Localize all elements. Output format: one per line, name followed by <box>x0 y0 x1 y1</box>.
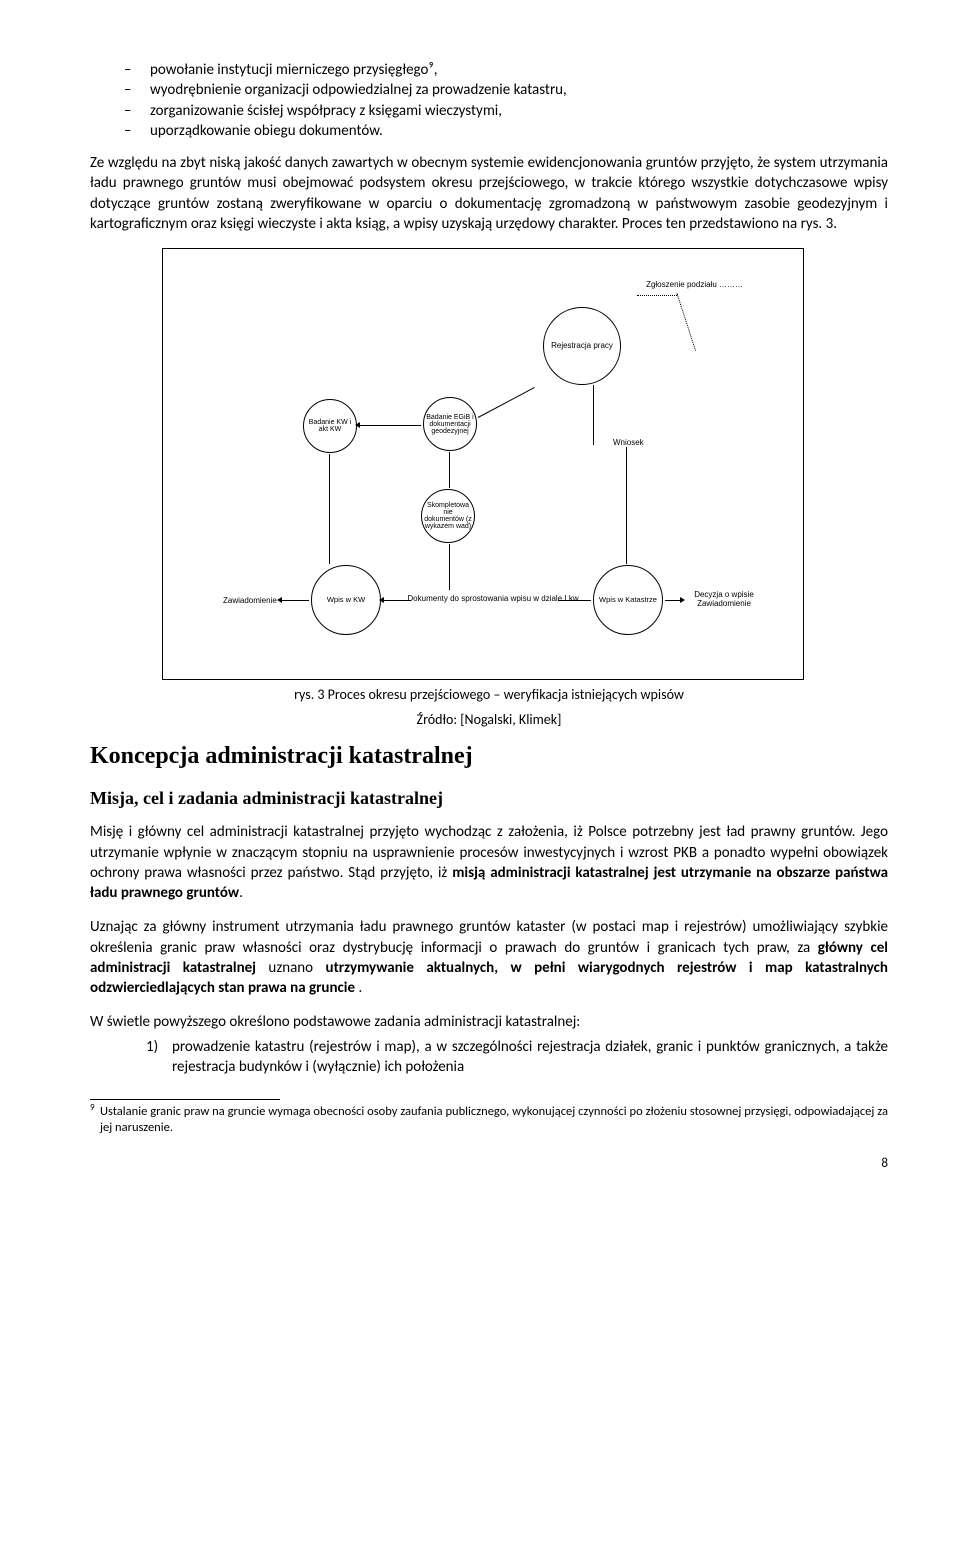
connector <box>677 293 696 350</box>
text: . <box>355 979 362 997</box>
connector <box>449 544 450 590</box>
figure-caption: rys. 3 Proces okresu przejściowego – wer… <box>90 686 888 705</box>
list-item: wyodrębnienie organizacji odpowiedzialne… <box>124 80 888 100</box>
bullet-list: powołanie instytucji mierniczego przysię… <box>90 60 888 141</box>
node-rejestracja: Rejestracja pracy <box>543 307 621 385</box>
node-wpis-kw: Wpis w KW <box>311 565 381 635</box>
footnote-number: 9 <box>90 1102 95 1113</box>
paragraph: Misję i główny cel administracji katastr… <box>90 822 888 903</box>
connector <box>593 385 594 445</box>
connector <box>359 425 421 426</box>
connector <box>665 600 681 601</box>
connector <box>383 600 411 601</box>
connector <box>637 295 677 296</box>
text: . <box>239 884 243 902</box>
paragraph: Uznając za główny instrument utrzymania … <box>90 917 888 998</box>
figure-source: Źródło: [Nogalski, Klimek] <box>90 711 888 730</box>
node-skomplet: Skompletowa nie dokumentów (z wykazem wa… <box>421 489 475 543</box>
diagram-label: Wniosek <box>613 439 644 448</box>
heading-2: Misja, cel i zadania administracji katas… <box>90 786 888 810</box>
node-badanie-kw: Badanie KW i akt KW <box>303 399 357 453</box>
connector <box>449 452 450 488</box>
node-badanie-egib: Badanie EGiB i dokumentacji geodezyjnej <box>423 397 477 451</box>
numbered-list: prowadzenie katastru (rejestrów i map), … <box>90 1037 888 1078</box>
text: uznano <box>256 959 326 977</box>
list-item: zorganizowanie ścisłej współpracy z księ… <box>124 101 888 121</box>
connector <box>558 600 591 601</box>
node-wpis-kat: Wpis w Katastrze <box>593 565 663 635</box>
footnote-text: Ustalanie granic praw na gruncie wymaga … <box>100 1104 888 1135</box>
page-number: 8 <box>90 1155 888 1173</box>
diagram-label: Decyzja o wpisie Zawiadomienie <box>679 591 769 609</box>
connector <box>281 600 309 601</box>
paragraph: Ze względu na zbyt niską jakość danych z… <box>90 153 888 234</box>
diagram-label: Zgłoszenie podziału ……… <box>646 281 743 290</box>
diagram-label: Zawiadomienie <box>223 597 277 606</box>
connector <box>478 387 535 418</box>
footnote-separator <box>90 1099 280 1100</box>
heading-1: Koncepcja administracji katastralnej <box>90 740 888 772</box>
list-item: prowadzenie katastru (rejestrów i map), … <box>146 1037 888 1078</box>
paragraph: W świetle powyższego określono podstawow… <box>90 1012 888 1032</box>
list-item: uporządkowanie obiegu dokumentów. <box>124 121 888 141</box>
process-diagram: Zgłoszenie podziału ……… Rejestracja prac… <box>162 248 804 680</box>
text: Uznając za główny instrument utrzymania … <box>90 918 888 956</box>
diagram-label: Dokumenty do sprostowania wpisu w dziale… <box>403 595 583 604</box>
list-item: powołanie instytucji mierniczego przysię… <box>124 60 888 80</box>
connector <box>626 447 627 564</box>
footnote: 9 Ustalanie granic praw na gruncie wymag… <box>90 1104 888 1135</box>
connector <box>329 454 330 564</box>
